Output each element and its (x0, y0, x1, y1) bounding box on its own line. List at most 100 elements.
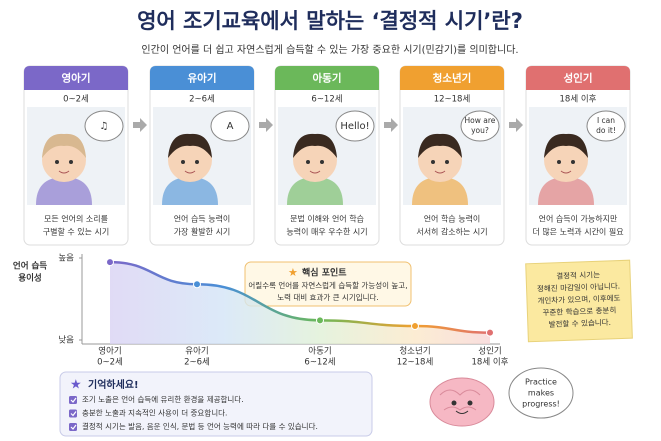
head (42, 138, 86, 182)
mouth (455, 410, 469, 414)
remember-items: 조기 노출은 언어 습득에 유리한 환경을 제공합니다. 충분한 노출과 지속적인… (69, 394, 318, 431)
check-mark (70, 397, 77, 403)
note-line: 발전할 수 있습니다. (548, 317, 611, 329)
eye (69, 160, 73, 164)
arrow (509, 118, 523, 132)
x-tick-sublabel: 12~18세 (397, 358, 434, 368)
stage-description: 구별할 수 있는 시기 (43, 227, 110, 237)
body (287, 177, 343, 205)
stage-name: 청소년기 (433, 72, 472, 85)
remember-item: 조기 노출은 언어 습득에 유리한 환경을 제공합니다. (82, 394, 244, 404)
y-axis-label: 언어 습득 (13, 261, 47, 272)
stage-age: 18세 이후 (560, 94, 597, 105)
title: 영어 조기교육에서 말하는 ‘결정적 시기’란? (137, 9, 523, 33)
stage-description: 가장 활발한 시기 (174, 227, 231, 237)
arrow (133, 118, 147, 132)
stage-name: 영아기 (62, 72, 91, 85)
subtitle: 인간이 언어를 더 쉽고 자연스럽게 습득할 수 있는 가장 중요한 시기(민감… (141, 44, 518, 56)
arrow (259, 118, 273, 132)
remember-item: 충분한 노출과 지속적인 사용이 더 중요합니다. (82, 408, 227, 418)
mouth (434, 170, 446, 174)
point (193, 280, 201, 289)
card-header (24, 66, 128, 90)
check-box (69, 409, 77, 418)
head (168, 138, 212, 182)
stage-age: 0~2세 (63, 95, 89, 105)
stage-name: 유아기 (188, 72, 217, 85)
speech-bubble (586, 110, 626, 142)
check-mark (70, 411, 77, 417)
body (412, 177, 468, 205)
eye (571, 160, 575, 164)
brain (429, 377, 495, 427)
star-icon: ★ (70, 378, 82, 393)
speech-bubble (508, 367, 574, 419)
key-point-box (244, 261, 412, 307)
note-line: 정해진 마감일이 아닙니다. (537, 281, 620, 294)
stage-description: 더 많은 노력과 시간이 필요 (532, 227, 623, 237)
note-line: 꾸준한 학습으로 충분히 (542, 305, 616, 318)
area (110, 262, 490, 344)
point (106, 258, 114, 267)
mouth (58, 170, 70, 174)
note-paper (525, 259, 633, 343)
stage-description: 서서히 감소하는 시기 (416, 227, 487, 237)
hair (42, 133, 86, 158)
note-line: 개인차가 있으며, 이후에도 (537, 293, 620, 306)
head (418, 138, 462, 182)
head (544, 138, 588, 182)
body (162, 177, 218, 205)
note-line: 결정적 시기는 (556, 269, 600, 281)
key-point-line: 노력 대비 효과가 큰 시기입니다. (277, 293, 379, 302)
stage-age: 12~18세 (434, 95, 471, 105)
eye (557, 160, 561, 164)
point (316, 316, 324, 325)
key-point-title: 핵심 포인트 (302, 267, 347, 279)
remember-title: 기억하세요! (88, 378, 139, 391)
point (411, 322, 419, 331)
x-tick-label: 성인기 (478, 346, 501, 357)
hair (418, 133, 462, 158)
eye (306, 160, 310, 164)
card-header (275, 66, 379, 90)
brain-bubble-line: makes (528, 389, 554, 398)
bubble-text: you? (471, 126, 489, 135)
check-box (69, 423, 77, 431)
x-tick-sublabel: 2~6세 (184, 358, 210, 368)
eye (451, 400, 457, 406)
bubble-text: I can (597, 116, 615, 125)
body (538, 177, 594, 205)
speech-bubble (460, 110, 500, 142)
stage-description: 모든 언어의 소리를 (44, 214, 108, 224)
remember-box (59, 371, 373, 437)
head (293, 138, 337, 182)
key-point-line: 어릴수록 언어를 자연스럽게 습득할 가능성이 높고, (248, 280, 407, 290)
check-mark (70, 424, 77, 430)
bubble-text: A (227, 121, 234, 132)
stage-name: 성인기 (564, 72, 593, 85)
y-tick-label: 높음 (58, 254, 74, 264)
stage-description: 문법 이해와 언어 학습 (290, 214, 364, 224)
eye (55, 160, 59, 164)
bubble-text: ♫ (100, 121, 109, 132)
bubble-text: Hello! (340, 121, 369, 132)
eye (320, 160, 324, 164)
eye (467, 400, 473, 406)
brain-text: Practice makes progress! (522, 378, 560, 409)
stage-description: 언어 습득 능력이 (174, 214, 231, 224)
card-header (150, 66, 254, 90)
x-tick-sublabel: 18세 이후 (472, 357, 509, 368)
bubble-text: do it! (596, 126, 616, 135)
star-icon: ★ (288, 266, 298, 279)
speech-bubble (335, 110, 375, 142)
hair (293, 133, 337, 158)
y-tick-label: 낮음 (58, 335, 74, 346)
hair (544, 133, 588, 158)
body (36, 177, 92, 205)
eye (181, 160, 185, 164)
stage-age: 6~12세 (311, 95, 342, 105)
